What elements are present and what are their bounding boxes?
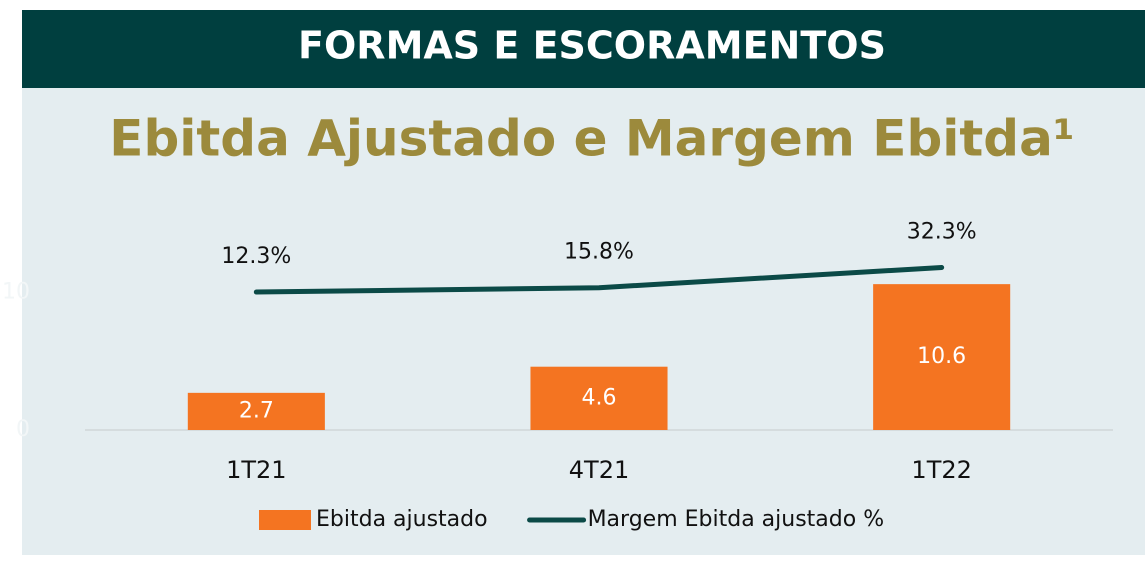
line-value-label: 32.3% [907, 219, 977, 244]
bar-value-label: 4.6 [582, 385, 617, 410]
bar [187, 392, 325, 430]
chart-title: Ebitda Ajustado e Margem Ebitda¹ [109, 110, 1074, 168]
legend-label: Margem Ebitda ajustado % [588, 507, 885, 532]
bar [530, 366, 668, 430]
legend-swatch [259, 510, 311, 530]
x-tick-label: 1T22 [911, 456, 971, 484]
bar-value-label: 2.7 [239, 398, 274, 423]
header-title: FORMAS E ESCORAMENTOS [298, 24, 886, 68]
header-bar [22, 10, 1145, 88]
y-tick-label: 10 [2, 279, 30, 304]
x-tick-label: 4T21 [569, 456, 629, 484]
line-value-label: 12.3% [221, 244, 291, 269]
bar-value-label: 10.6 [917, 344, 966, 369]
y-tick-label: 0 [16, 417, 30, 442]
x-tick-label: 1T21 [226, 456, 286, 484]
bar [873, 284, 1011, 430]
legend-label: Ebitda ajustado [316, 507, 488, 532]
line-series [253, 264, 945, 295]
line-value-label: 15.8% [564, 240, 634, 265]
